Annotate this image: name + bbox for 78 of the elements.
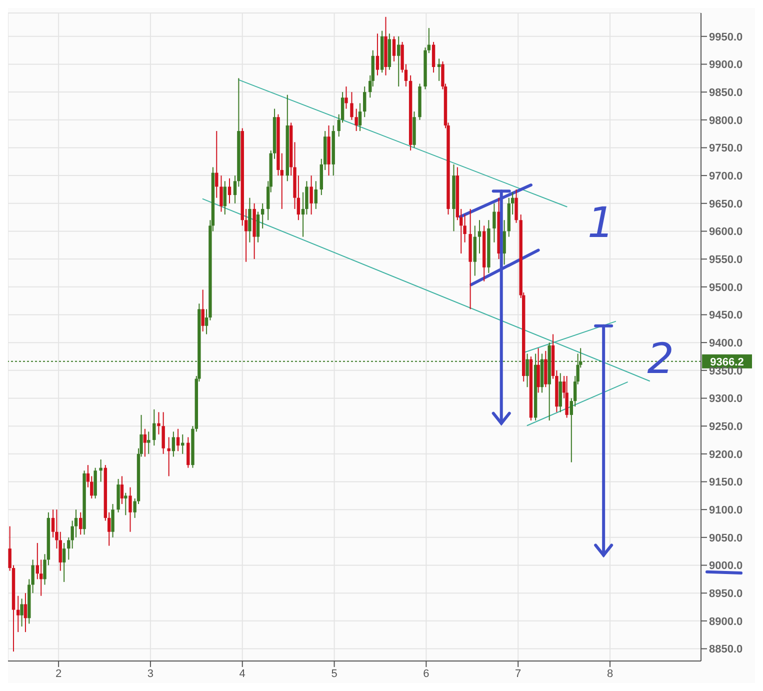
y-tick-label: 9050.0 [709, 532, 743, 544]
candlestick [162, 412, 165, 454]
y-tick-label: 9750.0 [709, 142, 743, 155]
candlestick [565, 375, 568, 418]
candlestick [201, 289, 204, 332]
y-tick-label: 9700.0 [709, 170, 743, 182]
candlestick [392, 36, 396, 62]
candlestick [143, 428, 147, 458]
y-tick-label: 9000.0 [709, 560, 743, 572]
candlestick [502, 220, 506, 266]
candlestick [128, 486, 132, 532]
candlestick [124, 492, 128, 516]
x-tick-label: 4 [239, 668, 246, 680]
y-tick-label: 9500.0 [709, 282, 743, 294]
candlestick [79, 512, 82, 536]
candlestick [58, 531, 62, 572]
annotation: 2 [647, 334, 674, 384]
y-tick-label: 9650.0 [709, 198, 743, 210]
x-tick-label: 7 [515, 668, 522, 680]
candlestick [24, 592, 28, 633]
y-tick-label: 9400.0 [709, 337, 743, 350]
candlestick [376, 33, 380, 76]
y-tick-label: 9850.0 [709, 86, 743, 99]
candlestick [167, 436, 170, 477]
candlestick [228, 178, 232, 204]
y-tick-label: 9200.0 [709, 448, 743, 461]
candlestick [157, 412, 160, 435]
y-tick-label: 9100.0 [709, 504, 743, 516]
candlestick [120, 476, 124, 505]
candlestick [492, 202, 496, 243]
candlestick [176, 428, 180, 452]
candlestick [478, 220, 482, 254]
candlestick [397, 36, 400, 87]
x-tick-label: 2 [55, 668, 62, 680]
x-tick-label: 5 [331, 668, 338, 680]
candlestick [186, 436, 190, 468]
candlestick [215, 130, 218, 198]
candlestick [220, 175, 223, 212]
y-tick-label: 9900.0 [709, 59, 743, 72]
candlestick [111, 504, 114, 538]
y-tick-label: 9950.0 [709, 31, 743, 44]
candlestick [260, 202, 264, 229]
x-tick-label: 8 [606, 668, 614, 680]
y-tick-label: 9600.0 [709, 226, 743, 238]
candlestick [437, 58, 441, 82]
candlestick [147, 431, 150, 454]
candlestick [256, 211, 260, 243]
candlestick [20, 598, 24, 627]
candlestick [358, 102, 362, 132]
candlestick [248, 197, 252, 243]
annotation: 1 [587, 198, 614, 247]
candlestick [99, 458, 102, 482]
candlestick [223, 180, 227, 216]
y-tick-label: 9450.0 [709, 310, 743, 322]
candlestick [62, 542, 66, 582]
candlestick [314, 180, 318, 210]
candlestick [310, 175, 313, 216]
candlestick [514, 188, 518, 224]
candlestick [350, 92, 354, 120]
candlestick [363, 86, 366, 118]
candlestick [432, 41, 436, 74]
candlestick [536, 348, 540, 394]
y-tick-label: 9300.0 [709, 393, 743, 406]
y-tick-label: 9250.0 [709, 420, 743, 433]
y-tick-label: 9800.0 [709, 114, 743, 127]
x-tick-label: 3 [147, 668, 154, 680]
y-tick-label: 9550.0 [709, 254, 743, 266]
y-tick-label: 8950.0 [709, 588, 743, 600]
candlestick [152, 408, 156, 446]
candlestick [172, 431, 176, 458]
candlestick [526, 353, 529, 388]
y-tick-label: 8850.0 [709, 644, 743, 656]
y-tick-label: 9150.0 [709, 476, 743, 489]
x-tick-label: 6 [423, 668, 430, 680]
candlestick [344, 86, 348, 110]
candlestick [16, 595, 20, 633]
candlestick [354, 108, 358, 132]
y-tick-label: 8900.0 [709, 616, 743, 628]
